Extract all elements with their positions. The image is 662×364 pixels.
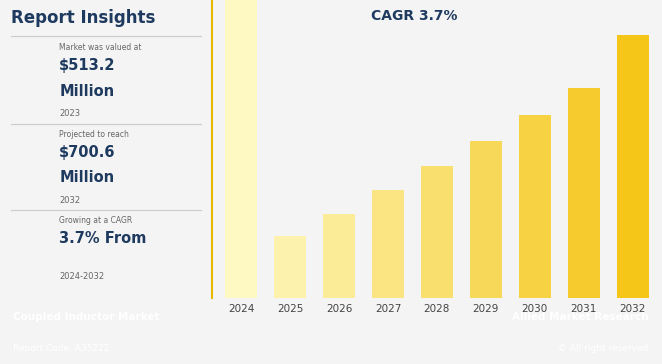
Text: 2023: 2023: [60, 109, 81, 118]
Text: 3.7% From: 3.7% From: [60, 232, 147, 246]
Bar: [274, 236, 306, 298]
Text: Market was valued at: Market was valued at: [60, 43, 142, 52]
Bar: [421, 166, 453, 298]
Text: 2032: 2032: [60, 195, 81, 205]
Bar: [568, 88, 600, 298]
Text: Report Code: A35222: Report Code: A35222: [13, 344, 110, 353]
Bar: [617, 35, 649, 298]
Bar: [470, 141, 502, 298]
Text: © All right reserved: © All right reserved: [558, 344, 649, 353]
Text: Report Insights: Report Insights: [11, 9, 155, 27]
Text: Allied Market Research: Allied Market Research: [512, 312, 649, 321]
Text: Million: Million: [60, 84, 115, 99]
Text: Growing at a CAGR: Growing at a CAGR: [60, 215, 132, 225]
Text: $513.2: $513.2: [60, 58, 116, 73]
Text: CAGR 3.7%: CAGR 3.7%: [371, 9, 457, 23]
Bar: [323, 214, 355, 298]
Text: Million: Million: [60, 170, 115, 185]
Bar: [225, 0, 257, 298]
Text: $700.6: $700.6: [60, 145, 116, 160]
Text: Projected to reach: Projected to reach: [60, 130, 129, 139]
Bar: [372, 190, 404, 298]
Bar: [519, 115, 551, 298]
Text: Coupled Inductor Market: Coupled Inductor Market: [13, 312, 160, 321]
Text: 2024-2032: 2024-2032: [60, 272, 105, 281]
